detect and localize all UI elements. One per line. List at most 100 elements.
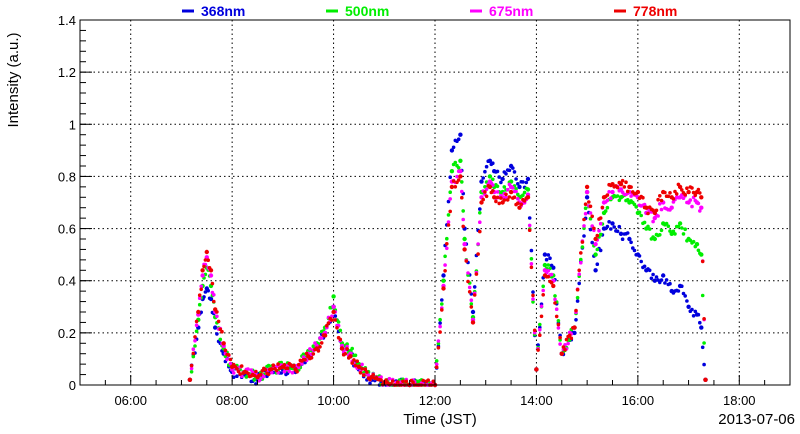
data-point [434, 365, 439, 370]
data-point [541, 288, 545, 293]
data-point [333, 314, 338, 318]
data-point [507, 195, 512, 199]
data-point [210, 281, 215, 286]
data-point [191, 354, 196, 359]
data-point [590, 214, 594, 219]
data-point [558, 335, 562, 340]
data-point [683, 294, 687, 298]
data-point [467, 285, 472, 290]
data-point [654, 275, 659, 279]
data-point [193, 338, 197, 343]
data-point [358, 371, 363, 375]
data-point [559, 351, 564, 356]
data-point [460, 180, 464, 184]
data-point [598, 248, 603, 253]
data-point [575, 295, 580, 300]
data-point [368, 381, 372, 386]
data-point [290, 370, 295, 375]
data-point [583, 211, 588, 216]
data-point [338, 328, 343, 333]
data-point [455, 174, 459, 179]
data-point [516, 197, 520, 201]
data-point [690, 204, 694, 209]
data-point [646, 211, 650, 216]
data-point [456, 137, 461, 141]
data-point [569, 336, 574, 341]
data-point [508, 179, 514, 184]
data-point [605, 198, 610, 203]
data-point [582, 224, 586, 228]
data-point [212, 299, 216, 304]
data-point [263, 368, 268, 372]
data-point [637, 254, 642, 258]
data-point [595, 262, 600, 267]
data-point [189, 370, 194, 374]
data-point [461, 224, 466, 229]
data-point [194, 319, 199, 324]
data-point [356, 364, 362, 369]
data-point [622, 185, 627, 189]
data-point [553, 297, 557, 302]
data-point [642, 264, 647, 269]
data-point [469, 298, 474, 303]
data-point [436, 339, 441, 343]
data-point [584, 184, 590, 190]
data-point [216, 319, 221, 324]
data-point [572, 325, 577, 330]
data-point [467, 290, 472, 294]
data-point [246, 367, 250, 371]
y-tick-label: 0.8 [58, 169, 76, 184]
data-point [529, 262, 534, 266]
data-point [593, 236, 598, 242]
data-point [587, 200, 591, 204]
data-point [595, 233, 600, 238]
data-point [495, 195, 500, 200]
data-point [338, 337, 343, 342]
data-point [487, 174, 493, 179]
data-point [649, 276, 654, 281]
data-point [642, 220, 647, 225]
x-tick-label: 16:00 [622, 393, 655, 408]
data-point [597, 228, 601, 233]
data-point [285, 366, 290, 371]
data-point [607, 190, 611, 194]
data-point [466, 271, 470, 275]
legend-label: 500nm [345, 3, 389, 19]
data-point [203, 258, 208, 262]
data-point [658, 202, 662, 206]
data-point [694, 242, 700, 247]
data-point [610, 189, 615, 195]
data-point [505, 198, 510, 202]
data-point [235, 374, 239, 379]
data-point [514, 177, 518, 181]
data-point [605, 224, 610, 229]
data-point [642, 202, 647, 207]
data-point [525, 187, 531, 192]
data-point [541, 293, 545, 297]
data-point [218, 337, 223, 342]
data-point [464, 259, 469, 263]
data-point [583, 206, 588, 210]
data-point [541, 284, 545, 289]
x-tick-label: 08:00 [216, 393, 249, 408]
data-point [491, 177, 495, 182]
data-point [700, 293, 705, 298]
data-point [330, 318, 334, 322]
y-tick-label: 0.2 [58, 326, 76, 341]
data-point [197, 296, 202, 301]
data-point [231, 371, 236, 375]
data-point [384, 378, 388, 382]
tick-labels: 06:00 08:00 10:00 12:00 14:00 16:00 18:00 0 0.2 0… [58, 13, 756, 408]
data-point [699, 325, 704, 330]
data-point [246, 371, 250, 376]
data-point [353, 353, 358, 358]
data-point [582, 234, 586, 238]
data-point [203, 290, 208, 294]
data-point [411, 380, 415, 385]
data-point [516, 201, 520, 205]
data-point [470, 309, 476, 315]
data-point [319, 336, 324, 340]
data-point [436, 346, 441, 350]
data-point [531, 293, 535, 298]
data-point [462, 242, 467, 247]
